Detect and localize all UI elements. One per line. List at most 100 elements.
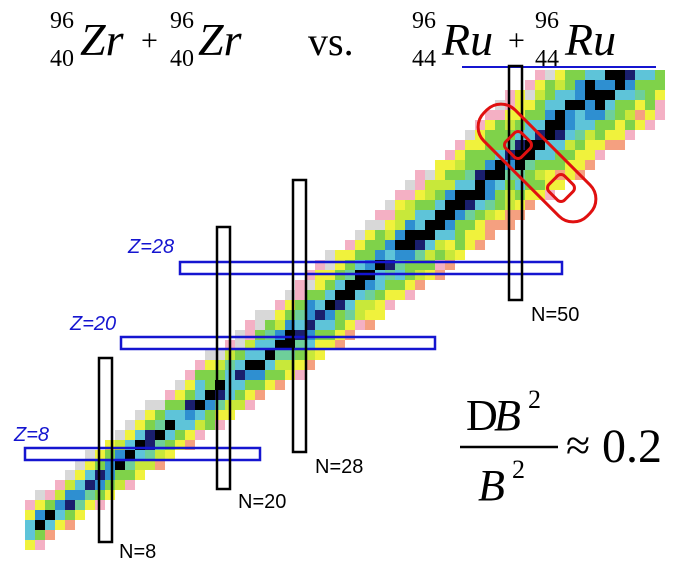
nuclide-cell xyxy=(105,450,115,460)
nuclide-cell xyxy=(615,120,625,130)
nuclide-cell xyxy=(65,510,75,520)
nuclide-cell xyxy=(75,510,85,520)
nuclide-cell xyxy=(255,330,265,340)
nuclide-cell xyxy=(645,80,655,90)
nuclide-cell xyxy=(205,390,215,400)
nuclide-cell xyxy=(85,460,95,470)
nuclide-cell xyxy=(555,160,565,170)
nuclide-cell xyxy=(175,420,185,430)
nuclide-cell xyxy=(605,140,615,150)
nuclide-cell xyxy=(515,190,525,200)
nuclide-cell xyxy=(305,300,315,310)
nuclide-cell xyxy=(605,130,615,140)
nuclide-cell xyxy=(45,510,55,520)
nuclide-cell xyxy=(175,380,185,390)
nuclide-cell xyxy=(65,470,75,480)
nuclide-cell xyxy=(325,290,335,300)
nuclide-cell xyxy=(135,410,145,420)
nuclide-cell xyxy=(455,230,465,240)
nuclide-cell xyxy=(565,120,575,130)
nuclide-cell xyxy=(425,240,435,250)
nuclide-cell xyxy=(255,310,265,320)
nuclide-cell xyxy=(555,70,565,80)
nuclide-cell xyxy=(285,370,295,380)
nuclide-cell xyxy=(165,450,175,460)
nuclide-cell xyxy=(55,480,65,490)
nuclide-cell xyxy=(575,160,585,170)
label-n50: N=50 xyxy=(531,304,579,326)
nuclide-cell xyxy=(465,240,475,250)
nuclide-cell xyxy=(495,220,505,230)
nuclide-cell xyxy=(395,290,405,300)
nuclide-cell xyxy=(645,90,655,100)
nuclide-cell xyxy=(355,320,365,330)
nuclide-cell xyxy=(475,150,485,160)
nuclide-cell xyxy=(395,190,405,200)
nuclide-cell xyxy=(615,90,625,100)
nuclide-cell xyxy=(655,80,665,90)
nuclide-cell xyxy=(375,210,385,220)
nuclide-cell xyxy=(425,190,435,200)
nuclide-cell xyxy=(175,410,185,420)
nuclide-cell xyxy=(155,430,165,440)
nuclide-cell xyxy=(275,360,285,370)
nuclide-cell xyxy=(305,360,315,370)
nuclide-cell xyxy=(325,340,335,350)
nuclide-cell xyxy=(435,160,445,170)
nuclide-cell xyxy=(25,500,35,510)
nuclide-cell xyxy=(635,120,645,130)
nuclide-cell xyxy=(215,360,225,370)
nuclide-cell xyxy=(245,380,255,390)
nuclide-cell xyxy=(175,430,185,440)
nuclide-cell xyxy=(625,70,635,80)
nuclide-cell xyxy=(475,190,485,200)
nuclide-cell xyxy=(75,480,85,490)
nuclide-cell xyxy=(565,70,575,80)
nuclide-cell xyxy=(435,210,445,220)
nuclide-cell xyxy=(205,380,215,390)
nuclide-cell xyxy=(445,160,455,170)
label-n8: N=8 xyxy=(119,541,156,563)
nuclide-cell xyxy=(275,340,285,350)
nuclide-cell xyxy=(555,130,565,140)
formula-numer-exp: 2 xyxy=(528,385,541,414)
nuclide-cell xyxy=(285,340,295,350)
nuclide-cell xyxy=(535,170,545,180)
nuclide-cell xyxy=(185,380,195,390)
nuclide-cell xyxy=(645,70,655,80)
nuclide-cell xyxy=(445,170,455,180)
nuclide-cell xyxy=(385,250,395,260)
nuclide-cell xyxy=(545,130,555,140)
nuclide-cell xyxy=(475,220,485,230)
nuclide-cell xyxy=(195,420,205,430)
title-el4: Ru xyxy=(564,14,616,65)
nuclide-cell xyxy=(375,230,385,240)
nuclide-cell xyxy=(295,320,305,330)
nuclide-cell xyxy=(415,240,425,250)
nuclide-cell xyxy=(415,190,425,200)
nuclide-cell xyxy=(245,350,255,360)
nuclide-cell xyxy=(85,500,95,510)
nuclide-cell xyxy=(125,460,135,470)
nuclide-cell xyxy=(435,170,445,180)
nuclide-cell xyxy=(185,430,195,440)
nuclide-cell xyxy=(105,440,115,450)
nuclide-cell xyxy=(415,280,425,290)
nuclide-cell xyxy=(385,210,395,220)
nuclide-cell xyxy=(215,380,225,390)
nuclide-cell xyxy=(255,360,265,370)
nuclide-cell xyxy=(295,300,305,310)
label-z20: Z=20 xyxy=(69,313,116,335)
nuclide-cell xyxy=(575,70,585,80)
nuclide-cell xyxy=(215,420,225,430)
nuclide-cell xyxy=(295,290,305,300)
nuclide-cell xyxy=(455,170,465,180)
nuclide-cell xyxy=(235,340,245,350)
nuclide-cell xyxy=(515,120,525,130)
nuclide-cell xyxy=(545,170,555,180)
nuclide-cell xyxy=(465,200,475,210)
nuclide-cell xyxy=(185,390,195,400)
nuclide-cell xyxy=(375,310,385,320)
label-z28: Z=28 xyxy=(127,236,174,258)
nuclide-cell xyxy=(155,440,165,450)
